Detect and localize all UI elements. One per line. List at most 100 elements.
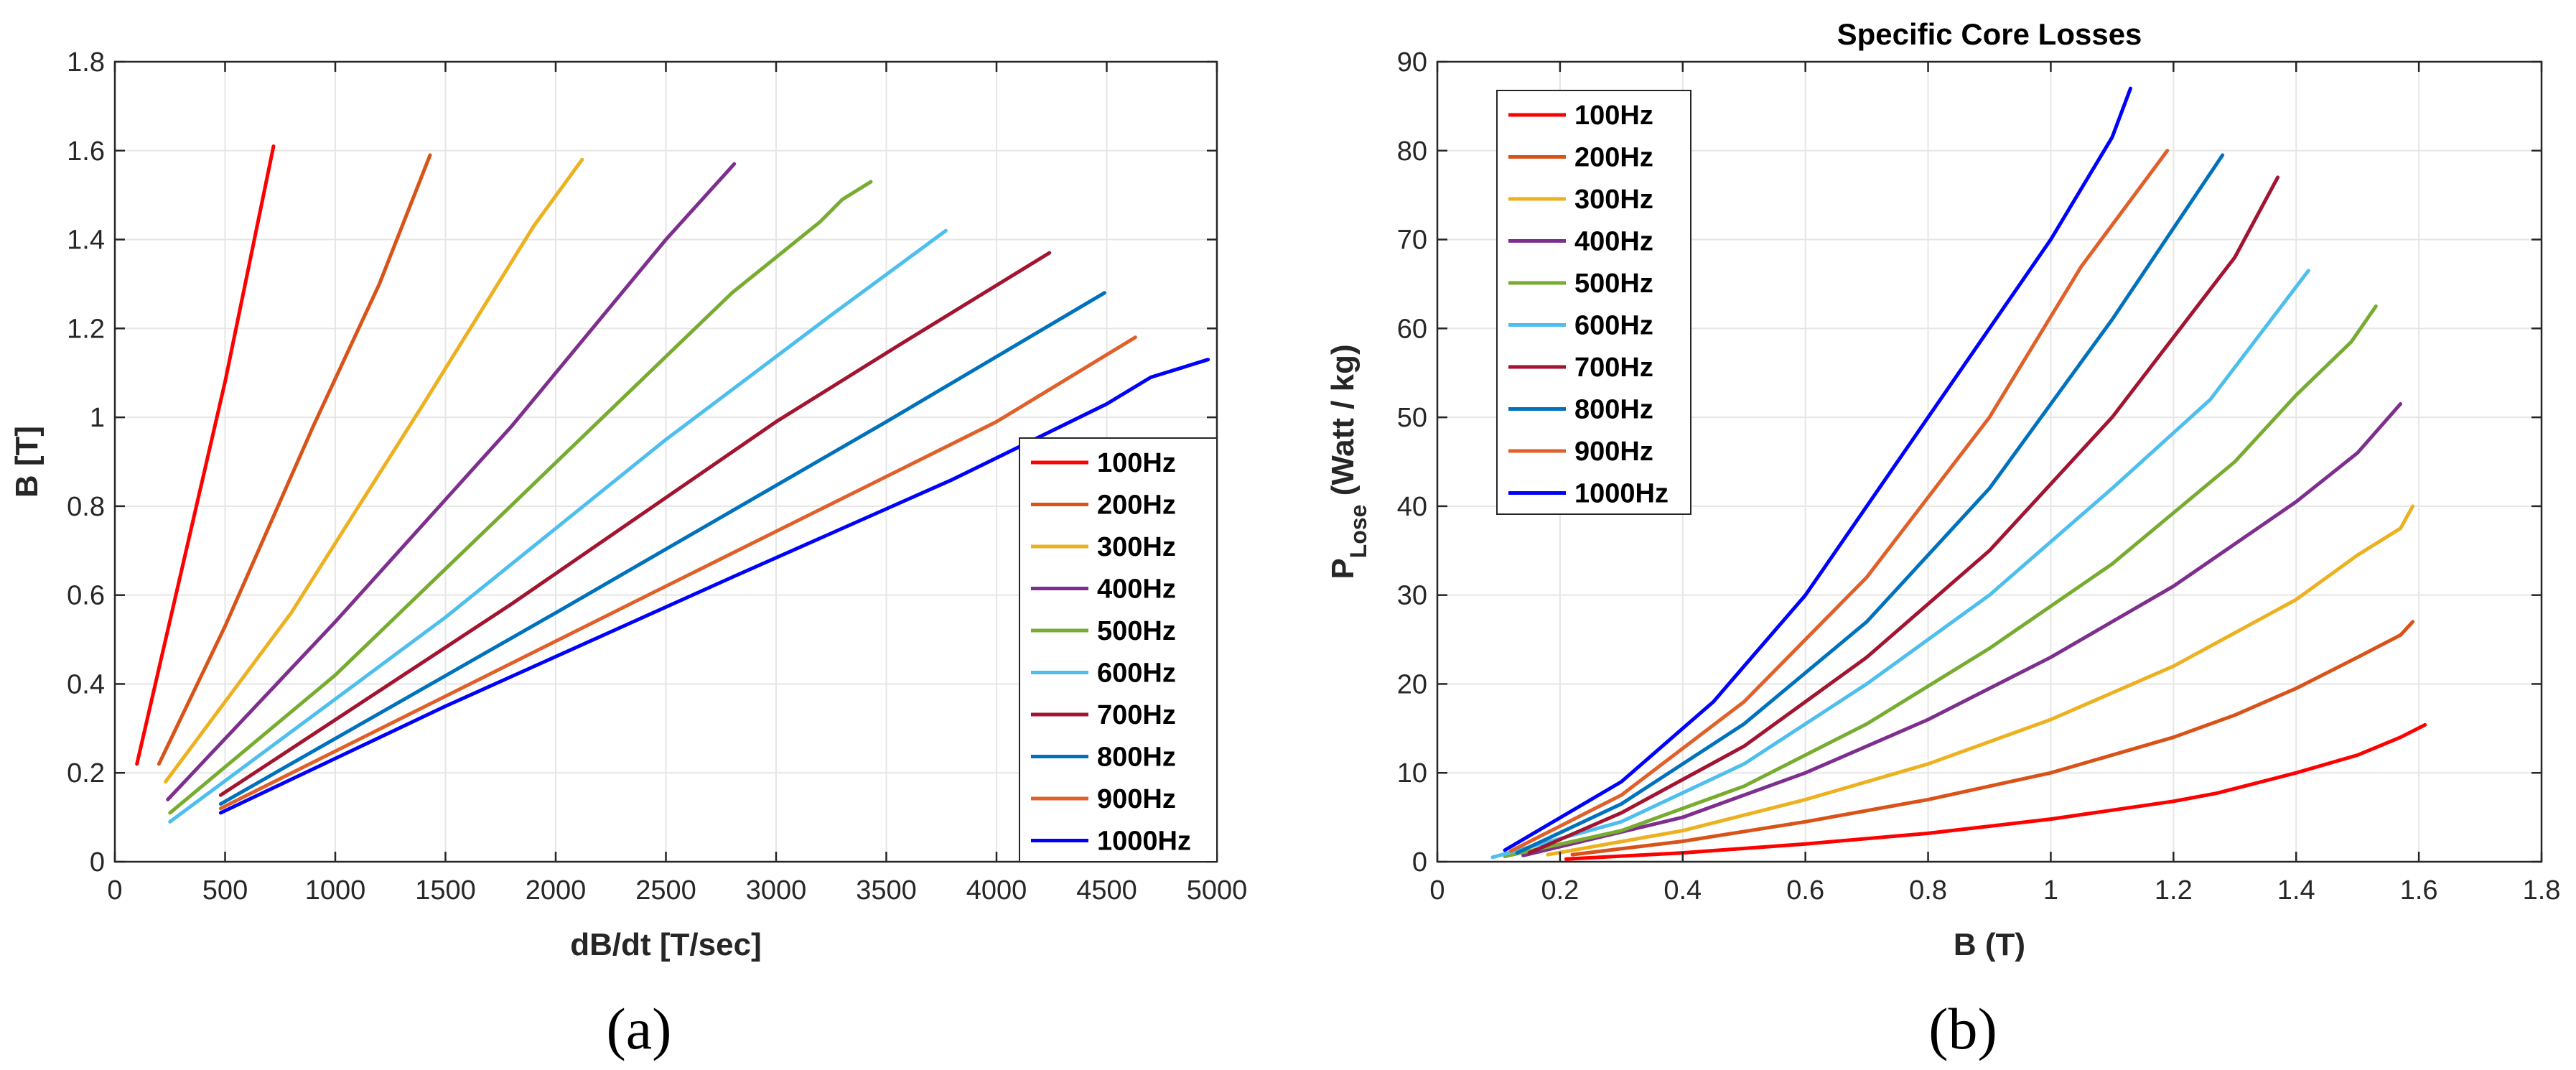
x-axis-label: dB/dt [T/sec] bbox=[570, 927, 761, 962]
legend-label-200Hz: 200Hz bbox=[1574, 143, 1653, 173]
series-line-100Hz bbox=[1564, 722, 2427, 861]
series-line-200Hz bbox=[157, 153, 432, 766]
y-tick-label: 90 bbox=[1397, 47, 1427, 78]
series-lines bbox=[1490, 86, 2427, 861]
y-tick-label: 0.4 bbox=[67, 669, 105, 699]
legend-label-700Hz: 700Hz bbox=[1574, 353, 1653, 383]
x-tick-label: 3000 bbox=[746, 875, 807, 906]
legend-label-400Hz: 400Hz bbox=[1574, 227, 1653, 257]
series-line-600Hz bbox=[168, 228, 948, 824]
legend-box bbox=[1496, 90, 1691, 515]
x-tick-label: 0 bbox=[1429, 875, 1445, 906]
series-line-800Hz bbox=[1515, 153, 2225, 855]
y-axis-label: PLose (Watt / kg) bbox=[1325, 344, 1371, 579]
y-tick-label: 1 bbox=[90, 403, 105, 433]
y-tick-label: 1.4 bbox=[67, 225, 105, 256]
y-tick-label: 60 bbox=[1397, 314, 1427, 344]
legend: 100Hz 200Hz 300Hz 400Hz 500Hz 600Hz 700Hz 800Hz… bbox=[1496, 90, 1691, 515]
y-tick-label: 50 bbox=[1397, 403, 1427, 433]
x-tick-label: 0.2 bbox=[1541, 875, 1579, 906]
legend-label-500Hz: 500Hz bbox=[1574, 269, 1653, 299]
legend: 100Hz 200Hz 300Hz 400Hz 500Hz 600Hz 700Hz 800Hz… bbox=[1019, 437, 1218, 862]
y-tick-label: 0 bbox=[90, 847, 105, 878]
series-line-300Hz bbox=[1546, 504, 2415, 857]
x-tick-label: 1000 bbox=[305, 875, 366, 906]
x-tick-label: 1 bbox=[2043, 875, 2058, 906]
y-tick-label: 20 bbox=[1397, 669, 1427, 699]
y-tick-label: 80 bbox=[1397, 136, 1427, 167]
y-tick-label: 0.8 bbox=[67, 492, 105, 522]
x-tick-label: 5000 bbox=[1187, 875, 1248, 906]
x-tick-label: 0.8 bbox=[1909, 875, 1947, 906]
legend-box bbox=[1019, 437, 1218, 862]
series-line-1000Hz bbox=[1503, 86, 2132, 852]
x-tick-label: 0.4 bbox=[1663, 875, 1702, 906]
legend-label-800Hz: 800Hz bbox=[1574, 395, 1653, 425]
series-line-400Hz bbox=[1521, 402, 2402, 857]
x-tick-label: 2500 bbox=[635, 875, 696, 906]
series-line-800Hz bbox=[218, 291, 1106, 806]
x-tick-label: 500 bbox=[202, 875, 248, 906]
legend-label-100Hz: 100Hz bbox=[1574, 101, 1653, 131]
y-tick-label: 30 bbox=[1397, 581, 1427, 611]
legend-label-900Hz: 900Hz bbox=[1574, 437, 1653, 467]
y-tick-label: 0.6 bbox=[67, 581, 105, 611]
series-line-500Hz bbox=[1503, 304, 2378, 859]
y-tick-label: 0.2 bbox=[67, 758, 105, 788]
series-line-500Hz bbox=[168, 180, 873, 815]
chart-title: Specific Core Losses bbox=[1837, 17, 2142, 51]
legend-label-300Hz: 300Hz bbox=[1097, 532, 1176, 562]
legend-label-200Hz: 200Hz bbox=[1097, 490, 1176, 521]
x-tick-label: 0.6 bbox=[1786, 875, 1824, 906]
legend-label-800Hz: 800Hz bbox=[1097, 743, 1176, 773]
x-tick-label: 1.2 bbox=[2155, 875, 2193, 906]
legend-label-400Hz: 400Hz bbox=[1097, 574, 1176, 605]
legend-label-100Hz: 100Hz bbox=[1097, 448, 1176, 478]
legend-label-900Hz: 900Hz bbox=[1097, 784, 1176, 814]
y-tick-label: 0 bbox=[1412, 847, 1427, 878]
y-tick-label: 70 bbox=[1397, 225, 1427, 256]
legend-label-300Hz: 300Hz bbox=[1574, 185, 1653, 215]
series-lines bbox=[135, 144, 1210, 824]
series-line-900Hz bbox=[1509, 149, 2170, 853]
chart-panel-a: 0 500 1000 1500 2000 2500 3000 3500 4000 4500 5000… bbox=[9, 47, 1247, 1061]
series-line-400Hz bbox=[166, 162, 737, 801]
x-tick-label: 1.4 bbox=[2277, 875, 2315, 906]
legend-label-600Hz: 600Hz bbox=[1097, 659, 1176, 689]
y-axis-label-main: P bbox=[1325, 558, 1361, 579]
legend-label-1000Hz: 1000Hz bbox=[1097, 827, 1191, 857]
chart-panel-b: 0 0.2 0.4 0.6 0.8 1 1.2 1.4 1.6 1.8 0 10 20 30 40 50 60 7… bbox=[1325, 17, 2560, 1061]
x-tick-label: 3500 bbox=[856, 875, 917, 906]
x-tick-label: 4000 bbox=[966, 875, 1027, 906]
y-axis-label: B [T] bbox=[9, 426, 45, 498]
y-axis-label-subscript: Lose bbox=[1345, 505, 1371, 559]
y-axis-label-suffix: (Watt / kg) bbox=[1325, 344, 1361, 504]
series-line-300Hz bbox=[164, 157, 584, 784]
x-tick-label: 4500 bbox=[1076, 875, 1137, 906]
x-tick-label: 1.6 bbox=[2400, 875, 2438, 906]
panel-caption: (b) bbox=[1928, 996, 1997, 1061]
series-line-700Hz bbox=[1527, 175, 2280, 855]
legend-label-700Hz: 700Hz bbox=[1097, 700, 1176, 730]
x-axis-label: B (T) bbox=[1954, 927, 2025, 962]
series-line-700Hz bbox=[218, 251, 1052, 797]
legend-label-1000Hz: 1000Hz bbox=[1574, 479, 1669, 509]
x-tick-label: 2000 bbox=[526, 875, 587, 906]
y-tick-label: 1.2 bbox=[67, 314, 105, 344]
y-tick-label: 1.6 bbox=[67, 136, 105, 167]
y-tick-label: 40 bbox=[1397, 492, 1427, 522]
y-tick-label: 1.8 bbox=[67, 47, 105, 78]
axes-box bbox=[1436, 60, 2543, 863]
x-tick-label: 1.8 bbox=[2523, 875, 2561, 906]
series-line-900Hz bbox=[218, 335, 1137, 811]
series-line-200Hz bbox=[1570, 620, 2415, 857]
y-axis-label-main: B [T] bbox=[9, 426, 45, 498]
y-tick-label: 10 bbox=[1397, 758, 1427, 788]
x-tick-label: 1500 bbox=[415, 875, 476, 906]
legend-label-600Hz: 600Hz bbox=[1574, 311, 1653, 341]
legend-label-500Hz: 500Hz bbox=[1097, 616, 1176, 646]
series-line-100Hz bbox=[135, 144, 276, 766]
series-line-600Hz bbox=[1490, 269, 2310, 860]
panel-caption: (a) bbox=[606, 996, 671, 1061]
